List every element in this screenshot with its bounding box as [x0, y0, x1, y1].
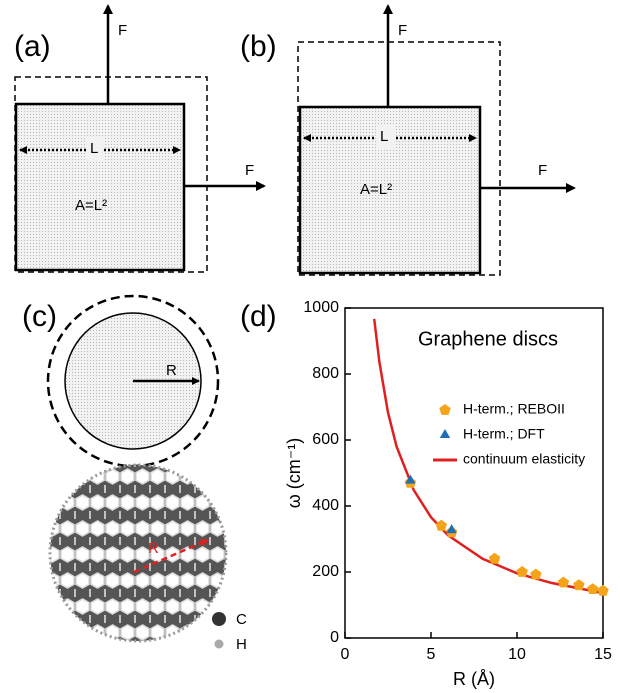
atom-c	[212, 612, 226, 626]
area-label: A=L²	[360, 181, 392, 198]
data-point	[558, 577, 569, 588]
legend-swatch	[440, 429, 450, 438]
y-tick-label: 200	[312, 563, 339, 580]
area-label: A=L²	[75, 197, 107, 214]
radius-label: R	[148, 540, 159, 557]
panel-label: (b)	[240, 30, 277, 63]
y-axis-label: ω (cm⁻¹)	[284, 438, 304, 509]
data-point	[597, 585, 608, 596]
x-tick-label: 15	[594, 646, 612, 663]
x-tick-label: 5	[427, 646, 436, 663]
legend-swatch	[439, 404, 450, 415]
panel-c: (c) R R C H	[22, 296, 247, 653]
data-point	[530, 569, 541, 580]
legend-label: H-term.; REBOII	[463, 401, 565, 417]
chart: 0 5 10 15 0 200 400 600 800 1000 R (Å) ω (cm⁻¹) Grap…	[284, 299, 612, 689]
force-label: F	[118, 22, 127, 39]
atom-label: H	[236, 636, 247, 653]
panel-label: (c)	[22, 300, 57, 333]
data-point	[405, 475, 415, 484]
legend-label: H-term.; DFT	[463, 426, 545, 442]
force-label: F	[538, 162, 547, 179]
y-tick-label: 400	[312, 497, 339, 514]
data-point	[436, 520, 447, 531]
panel-label: (a)	[14, 30, 51, 63]
y-tick-label: 0	[330, 629, 339, 646]
y-tick-label: 600	[312, 431, 339, 448]
y-tick-label: 1000	[303, 299, 339, 316]
data-point	[446, 524, 456, 533]
data-point	[587, 583, 598, 594]
length-label: L	[380, 128, 388, 145]
x-tick-label: 0	[341, 646, 350, 663]
data-point	[489, 553, 500, 564]
atom-label: C	[236, 611, 247, 628]
figure: (a) F F L A=L² (b) F F L A=L² (c) R R C …	[0, 0, 620, 693]
force-label: F	[245, 162, 254, 179]
square	[16, 104, 184, 270]
panel-b: (b) F F L A=L²	[240, 6, 574, 275]
radius-label: R	[166, 362, 177, 379]
y-tick-label: 800	[312, 365, 339, 382]
length-label: L	[90, 140, 98, 157]
data-point	[573, 579, 584, 590]
panel-a: (a) F F L A=L²	[14, 6, 264, 272]
atom-h	[215, 640, 224, 649]
force-label: F	[398, 22, 407, 39]
legend-label: continuum elasticity	[463, 451, 585, 467]
data-point	[517, 566, 528, 577]
x-tick-label: 10	[508, 646, 526, 663]
plot-frame	[345, 308, 603, 638]
panel-label: (d)	[240, 300, 277, 333]
chart-title: Graphene discs	[418, 328, 558, 350]
graphene-disc	[50, 465, 226, 641]
x-axis-label: R (Å)	[453, 669, 495, 689]
